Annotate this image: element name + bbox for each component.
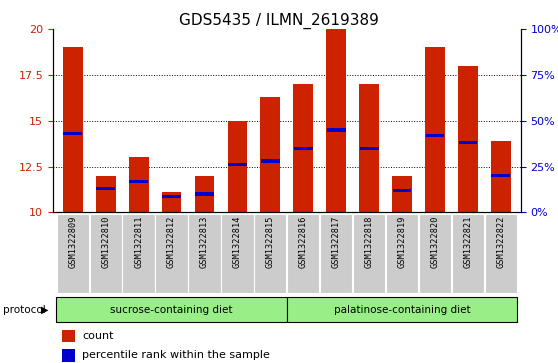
FancyBboxPatch shape	[353, 214, 385, 293]
FancyBboxPatch shape	[452, 214, 484, 293]
Text: count: count	[82, 331, 113, 341]
Bar	[491, 141, 511, 212]
Text: GSM1322809: GSM1322809	[68, 216, 77, 268]
FancyBboxPatch shape	[189, 214, 220, 293]
Text: GSM1322818: GSM1322818	[364, 216, 374, 268]
Bar	[326, 29, 346, 212]
Text: GSM1322815: GSM1322815	[266, 216, 275, 268]
Bar	[129, 158, 148, 212]
Bar	[458, 66, 478, 212]
Bar	[327, 128, 345, 131]
Bar	[294, 84, 313, 212]
Bar	[492, 174, 510, 178]
FancyBboxPatch shape	[287, 297, 517, 322]
Bar	[195, 176, 214, 212]
Bar	[162, 192, 181, 212]
FancyBboxPatch shape	[485, 214, 517, 293]
Text: protocol: protocol	[3, 305, 46, 315]
Bar	[62, 349, 75, 362]
Text: palatinose-containing diet: palatinose-containing diet	[334, 305, 470, 315]
Text: GSM1322814: GSM1322814	[233, 216, 242, 268]
Text: GDS5435 / ILMN_2619389: GDS5435 / ILMN_2619389	[179, 13, 379, 29]
FancyBboxPatch shape	[56, 214, 89, 293]
Text: percentile rank within the sample: percentile rank within the sample	[82, 350, 270, 360]
Text: GSM1322813: GSM1322813	[200, 216, 209, 268]
Bar	[228, 121, 247, 212]
Text: GSM1322816: GSM1322816	[299, 216, 308, 268]
Bar	[64, 132, 82, 135]
Text: GSM1322820: GSM1322820	[430, 216, 440, 268]
Text: GSM1322811: GSM1322811	[134, 216, 143, 268]
Text: GSM1322810: GSM1322810	[101, 216, 110, 268]
Text: GSM1322822: GSM1322822	[497, 216, 506, 268]
Bar	[62, 330, 75, 342]
Bar	[426, 134, 444, 137]
FancyBboxPatch shape	[156, 214, 187, 293]
Bar	[63, 47, 83, 212]
Bar	[359, 84, 379, 212]
FancyBboxPatch shape	[254, 214, 286, 293]
FancyBboxPatch shape	[90, 214, 122, 293]
Bar	[228, 163, 247, 166]
Bar	[129, 180, 148, 183]
FancyBboxPatch shape	[419, 214, 451, 293]
Bar	[261, 159, 280, 163]
Text: GSM1322819: GSM1322819	[397, 216, 407, 268]
Bar	[195, 192, 214, 196]
FancyBboxPatch shape	[287, 214, 319, 293]
FancyBboxPatch shape	[222, 214, 253, 293]
FancyBboxPatch shape	[56, 297, 287, 322]
Bar	[393, 189, 411, 192]
FancyBboxPatch shape	[123, 214, 155, 293]
Bar	[96, 176, 116, 212]
Bar	[97, 187, 115, 190]
FancyBboxPatch shape	[320, 214, 352, 293]
FancyBboxPatch shape	[386, 214, 418, 293]
Bar	[459, 141, 477, 144]
Text: GSM1322817: GSM1322817	[331, 216, 341, 268]
Text: GSM1322812: GSM1322812	[167, 216, 176, 268]
Bar	[162, 195, 181, 199]
Bar	[392, 176, 412, 212]
Text: sucrose-containing diet: sucrose-containing diet	[110, 305, 233, 315]
Bar	[294, 147, 312, 150]
Text: ▶: ▶	[41, 305, 48, 315]
Text: GSM1322821: GSM1322821	[464, 216, 473, 268]
Bar	[425, 47, 445, 212]
Bar	[261, 97, 280, 212]
Bar	[360, 147, 378, 150]
